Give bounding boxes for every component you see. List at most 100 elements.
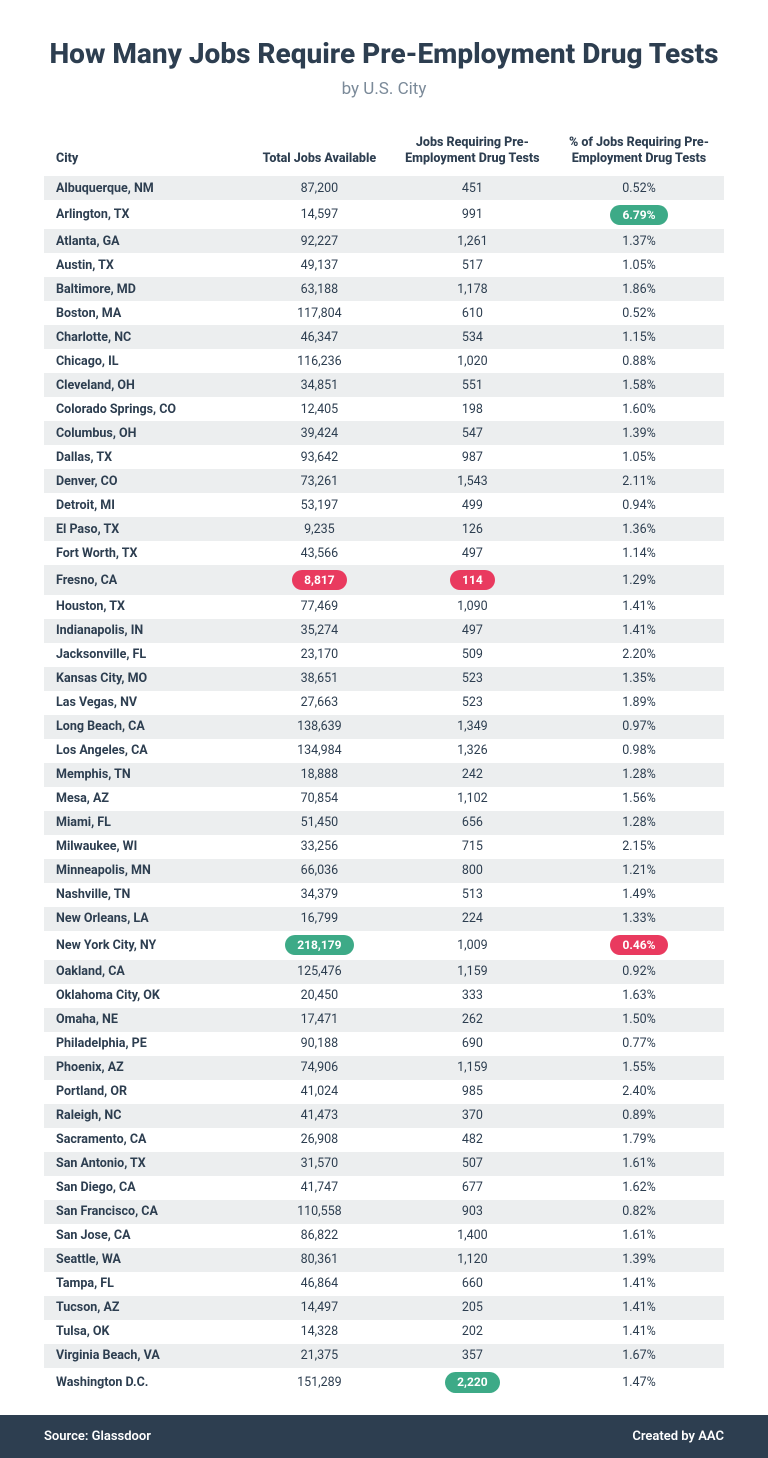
cell-city: Cleveland, OH <box>44 373 248 397</box>
cell-req: 205 <box>391 1296 554 1320</box>
cell-pct: 1.05% <box>554 253 724 277</box>
table-row: San Francisco, CA110,5589030.82% <box>44 1200 724 1224</box>
cell-pct: 1.33% <box>554 907 724 931</box>
cell-total: 73,261 <box>248 469 391 493</box>
cell-city: Colorado Springs, CO <box>44 397 248 421</box>
cell-req: 262 <box>391 1008 554 1032</box>
table-row: Atlanta, GA92,2271,2611.37% <box>44 229 724 253</box>
table-row: San Antonio, TX31,5705071.61% <box>44 1152 724 1176</box>
cell-pct: 1.62% <box>554 1176 724 1200</box>
cell-pct: 0.97% <box>554 715 724 739</box>
cell-req: 333 <box>391 984 554 1008</box>
cell-req: 126 <box>391 517 554 541</box>
cell-pct: 1.41% <box>554 1296 724 1320</box>
cell-city: Dallas, TX <box>44 445 248 469</box>
table-row: Las Vegas, NV27,6635231.89% <box>44 691 724 715</box>
table-row: Portland, OR41,0249852.40% <box>44 1080 724 1104</box>
table-row: Minneapolis, MN66,0368001.21% <box>44 859 724 883</box>
table-row: Miami, FL51,4506561.28% <box>44 811 724 835</box>
cell-req: 2,220 <box>391 1368 554 1397</box>
cell-req: 991 <box>391 200 554 229</box>
cell-total: 17,471 <box>248 1008 391 1032</box>
cell-pct: 1.50% <box>554 1008 724 1032</box>
cell-city: Philadelphia, PE <box>44 1032 248 1056</box>
cell-city: New Orleans, LA <box>44 907 248 931</box>
cell-total: 20,450 <box>248 984 391 1008</box>
cell-pct: 1.55% <box>554 1056 724 1080</box>
cell-req: 499 <box>391 493 554 517</box>
cell-total: 14,328 <box>248 1320 391 1344</box>
table-row: Dallas, TX93,6429871.05% <box>44 445 724 469</box>
cell-total: 41,024 <box>248 1080 391 1104</box>
cell-total: 39,424 <box>248 421 391 445</box>
cell-city: Fort Worth, TX <box>44 541 248 565</box>
cell-pct: 0.94% <box>554 493 724 517</box>
table-row: Long Beach, CA138,6391,3490.97% <box>44 715 724 739</box>
table-row: San Diego, CA41,7476771.62% <box>44 1176 724 1200</box>
cell-req: 202 <box>391 1320 554 1344</box>
cell-pct: 2.40% <box>554 1080 724 1104</box>
table-row: Charlotte, NC46,3475341.15% <box>44 325 724 349</box>
footer-bar: Source: Glassdoor Created by AAC <box>0 1415 768 1458</box>
cell-total: 90,188 <box>248 1032 391 1056</box>
cell-req: 523 <box>391 667 554 691</box>
col-header-req: Jobs Requiring Pre-Employment Drug Tests <box>391 127 554 176</box>
table-row: New Orleans, LA16,7992241.33% <box>44 907 724 931</box>
cell-city: Boston, MA <box>44 301 248 325</box>
col-header-pct: % of Jobs Requiring Pre-Employment Drug … <box>554 127 724 176</box>
cell-req: 497 <box>391 619 554 643</box>
table-row: El Paso, TX9,2351261.36% <box>44 517 724 541</box>
table-row: Austin, TX49,1375171.05% <box>44 253 724 277</box>
cell-city: Detroit, MI <box>44 493 248 517</box>
cell-total: 138,639 <box>248 715 391 739</box>
cell-pct: 1.49% <box>554 883 724 907</box>
cell-city: Nashville, TN <box>44 883 248 907</box>
cell-pct: 0.77% <box>554 1032 724 1056</box>
cell-city: Denver, CO <box>44 469 248 493</box>
cell-pct: 1.60% <box>554 397 724 421</box>
cell-pct: 0.98% <box>554 739 724 763</box>
cell-req: 1,159 <box>391 1056 554 1080</box>
cell-pct: 1.79% <box>554 1128 724 1152</box>
cell-req: 1,090 <box>391 595 554 619</box>
cell-req: 1,178 <box>391 277 554 301</box>
cell-city: Tampa, FL <box>44 1272 248 1296</box>
cell-city: Phoenix, AZ <box>44 1056 248 1080</box>
table-row: Denver, CO73,2611,5432.11% <box>44 469 724 493</box>
cell-pct: 1.39% <box>554 421 724 445</box>
cell-pct: 1.41% <box>554 619 724 643</box>
cell-req: 690 <box>391 1032 554 1056</box>
table-body: Albuquerque, NM87,2004510.52%Arlington, … <box>44 176 724 1397</box>
cell-city: Mesa, AZ <box>44 787 248 811</box>
cell-pct: 1.61% <box>554 1152 724 1176</box>
cell-req: 507 <box>391 1152 554 1176</box>
cell-total: 116,236 <box>248 349 391 373</box>
cell-city: Arlington, TX <box>44 200 248 229</box>
table-row: Columbus, OH39,4245471.39% <box>44 421 724 445</box>
table-row: Detroit, MI53,1974990.94% <box>44 493 724 517</box>
cell-city: Omaha, NE <box>44 1008 248 1032</box>
cell-city: Fresno, CA <box>44 565 248 594</box>
cell-req: 1,543 <box>391 469 554 493</box>
cell-req: 224 <box>391 907 554 931</box>
cell-pct: 1.35% <box>554 667 724 691</box>
cell-total: 31,570 <box>248 1152 391 1176</box>
cell-city: New York City, NY <box>44 931 248 960</box>
table-row: Raleigh, NC41,4733700.89% <box>44 1104 724 1128</box>
table-row: Cleveland, OH34,8515511.58% <box>44 373 724 397</box>
table-row: Phoenix, AZ74,9061,1591.55% <box>44 1056 724 1080</box>
cell-pct: 1.29% <box>554 565 724 594</box>
table-row: Mesa, AZ70,8541,1021.56% <box>44 787 724 811</box>
table-row: Baltimore, MD63,1881,1781.86% <box>44 277 724 301</box>
cell-pct: 6.79% <box>554 200 724 229</box>
cell-city: Tulsa, OK <box>44 1320 248 1344</box>
cell-city: Charlotte, NC <box>44 325 248 349</box>
table-row: Albuquerque, NM87,2004510.52% <box>44 176 724 200</box>
cell-total: 77,469 <box>248 595 391 619</box>
cell-pct: 1.05% <box>554 445 724 469</box>
cell-total: 66,036 <box>248 859 391 883</box>
col-header-city: City <box>44 127 248 176</box>
cell-total: 21,375 <box>248 1344 391 1368</box>
cell-req: 1,349 <box>391 715 554 739</box>
cell-city: Washington D.C. <box>44 1368 248 1397</box>
